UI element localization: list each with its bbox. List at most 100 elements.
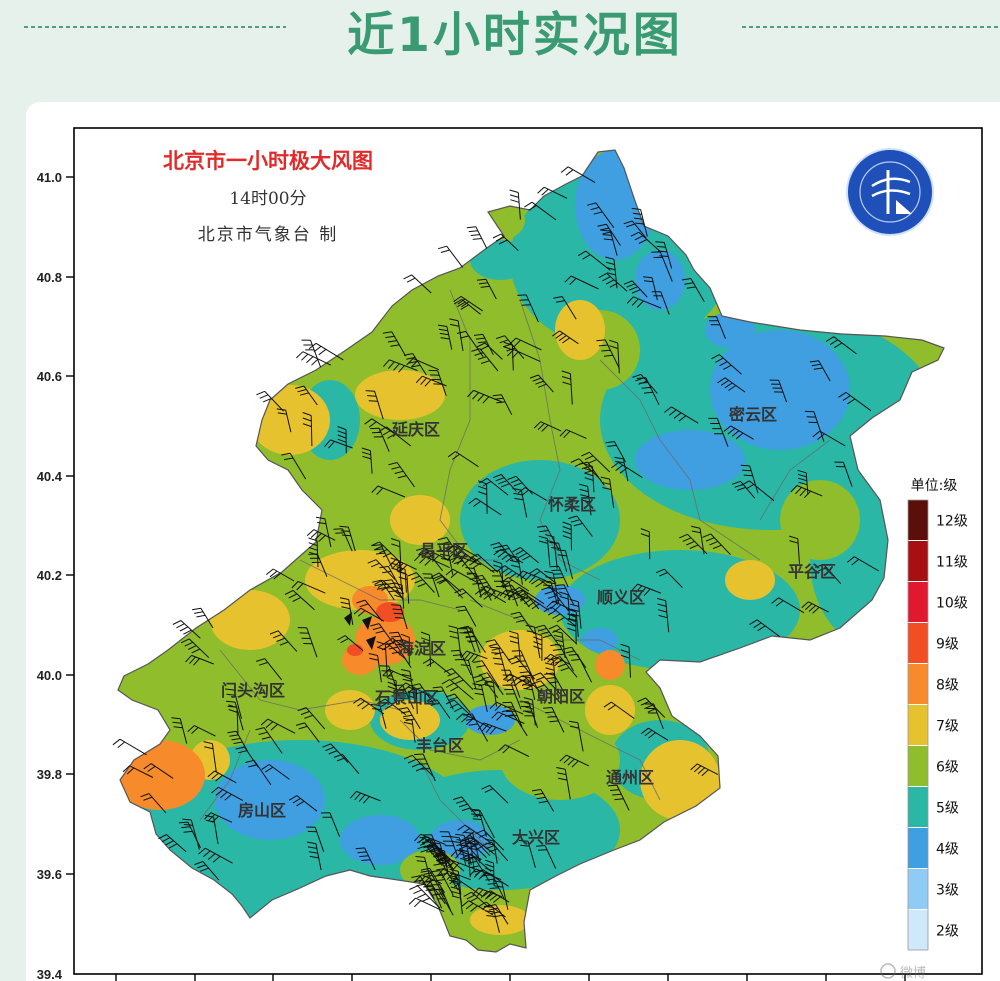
- wind-barb: [690, 763, 719, 777]
- wind-barb: [551, 656, 578, 678]
- wind-barb: [261, 764, 290, 780]
- wind-barb: [455, 605, 477, 627]
- wind-barb: [122, 765, 154, 778]
- wind-barb: [203, 741, 217, 773]
- wind-barb: [439, 549, 454, 576]
- wind-barb: [428, 699, 451, 719]
- legend-label: 5级: [936, 801, 959, 817]
- wind-barb: [477, 480, 488, 514]
- weibo-watermark: 微博: [880, 963, 926, 981]
- wind-barb: [556, 549, 573, 580]
- district-label: 石景山区: [374, 688, 439, 707]
- wind-barb: [497, 565, 527, 580]
- wind-barb: [376, 641, 388, 676]
- wind-barb: [432, 686, 454, 710]
- wind-barb: [707, 316, 726, 339]
- wind-barb: [378, 426, 412, 447]
- map-frame: [73, 127, 983, 975]
- wind-barb: [583, 463, 595, 493]
- wind-barb: [337, 635, 364, 652]
- wind-barb: [815, 563, 842, 585]
- wind-barb: [804, 410, 825, 442]
- wind-barb: [227, 730, 249, 752]
- legend-label: 3级: [936, 883, 959, 899]
- wind-barb: [536, 845, 557, 869]
- wind-barb: [550, 643, 575, 672]
- wind-barb: [433, 863, 459, 891]
- wind-barb: [449, 318, 464, 351]
- wind-barb: [428, 369, 447, 396]
- wind-barb: [543, 707, 565, 733]
- wind-barb: [463, 891, 490, 908]
- wind-barb: [681, 278, 705, 302]
- wind-barb: [512, 488, 528, 518]
- wind-barb: [288, 795, 318, 812]
- wind-barb: [382, 668, 414, 681]
- wind-barb: [297, 627, 318, 658]
- wind-barb: [518, 840, 536, 868]
- wind-barb: [333, 528, 353, 552]
- legend-label: 10级: [936, 596, 968, 612]
- wind-barb: [192, 607, 214, 629]
- wind-barb: [433, 852, 465, 872]
- legend-label: 2级: [936, 924, 959, 940]
- wind-barb: [484, 859, 495, 886]
- wind-barb: [411, 875, 435, 900]
- wind-barb: [492, 394, 513, 416]
- wind-barb: [443, 859, 475, 871]
- wind-barb: [640, 528, 651, 560]
- wind-barb: [531, 578, 562, 596]
- wind-barb: [626, 296, 662, 309]
- wind-barb: [525, 624, 541, 659]
- wind-barb: [393, 684, 415, 710]
- wind-barb: [544, 657, 557, 689]
- wind-barb: [371, 485, 406, 498]
- wind-barb: [538, 535, 551, 566]
- district-label: 密云区: [728, 405, 777, 424]
- wind-barb: [511, 586, 545, 605]
- wind-barb: [470, 809, 495, 839]
- wind-barb: [489, 701, 524, 715]
- district-label: 平谷区: [788, 562, 836, 581]
- wind-barb: [417, 845, 443, 866]
- wind-barb: [460, 650, 488, 663]
- wind-barb: [371, 541, 402, 564]
- wind-barb: [371, 544, 393, 569]
- wind-barb: [472, 683, 488, 713]
- wind-barb: [185, 654, 214, 666]
- legend-label: 9级: [936, 637, 959, 653]
- wind-barb: [374, 579, 403, 598]
- wind-barb: [382, 331, 407, 357]
- wind-barb: [466, 226, 488, 249]
- y-tick-label: 40.6: [37, 369, 62, 384]
- district-label: 顺义区: [597, 588, 645, 607]
- wind-barb: [607, 784, 630, 811]
- wind-barb: [749, 619, 780, 638]
- wind-barb: [809, 360, 831, 382]
- wind-barb: [769, 379, 788, 403]
- legend-swatch: [908, 828, 928, 868]
- wind-barb: [377, 698, 407, 716]
- wind-barb: [468, 497, 502, 516]
- wind-barb: [560, 166, 596, 184]
- wind-barb: [535, 624, 559, 644]
- wind-barb: [531, 789, 555, 812]
- wind-barb: [708, 417, 729, 447]
- wind-barb: [801, 601, 829, 614]
- wind-barb: [471, 348, 499, 372]
- wind-barb: [717, 377, 746, 393]
- wind-barb: [507, 475, 533, 495]
- wind-barb: [597, 223, 621, 246]
- wind-barb: [465, 856, 490, 882]
- wind-barb: [731, 480, 756, 499]
- wind-barb: [532, 680, 562, 705]
- wind-barb: [601, 229, 618, 256]
- wind-barb: [520, 675, 536, 701]
- wind-barb: [178, 821, 201, 849]
- wind-barb: [789, 535, 800, 564]
- wind-barb: [569, 720, 584, 752]
- wind-barb: [457, 824, 492, 844]
- legend-swatch: [908, 705, 928, 745]
- wind-barb: [544, 570, 560, 604]
